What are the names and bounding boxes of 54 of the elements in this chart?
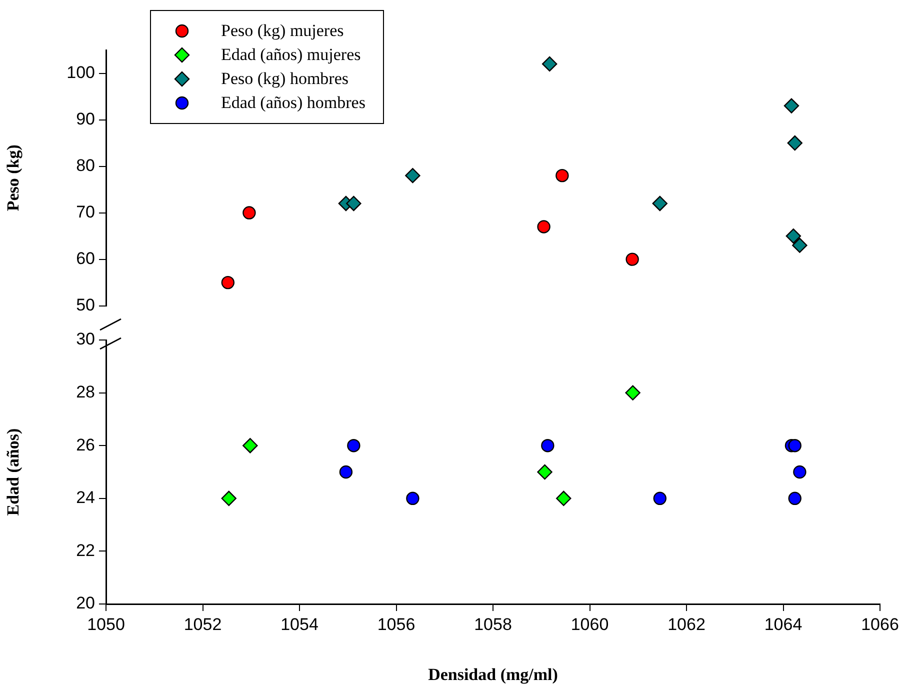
- x-tick-label: 1058: [474, 614, 512, 634]
- y-axis-title: Peso (kg): [4, 144, 23, 212]
- point: [786, 228, 802, 244]
- point: [792, 238, 808, 253]
- point: [556, 490, 572, 506]
- point: [788, 492, 802, 505]
- x-tick-label: 1054: [280, 614, 318, 634]
- y-tick-label: 50: [76, 295, 95, 314]
- point: [242, 206, 256, 220]
- point: [221, 276, 235, 290]
- x-tick-label: 1052: [184, 614, 222, 634]
- point: [537, 464, 552, 480]
- point: [346, 196, 362, 212]
- x-tick-label: 1062: [668, 614, 706, 634]
- y-tick-label: 90: [76, 109, 95, 128]
- x-tick-label: 1056: [377, 614, 416, 634]
- point: [625, 385, 640, 400]
- y-axis-title: Edad (años): [4, 428, 23, 516]
- x-tick-label: 1050: [87, 614, 125, 634]
- point: [537, 220, 550, 234]
- point: [542, 56, 558, 72]
- point: [556, 168, 569, 182]
- x-axis-title: Densidad (mg/ml): [428, 665, 558, 684]
- legend-label: Peso (kg) hombres: [221, 69, 348, 89]
- point: [626, 252, 639, 266]
- point: [347, 439, 360, 452]
- point: [406, 492, 420, 505]
- point: [339, 465, 353, 479]
- legend-label: Peso (kg) mujeres: [221, 21, 344, 41]
- point: [793, 465, 806, 479]
- x-tick-label: 1060: [570, 614, 609, 634]
- point: [653, 492, 666, 505]
- point: [221, 490, 236, 506]
- y-tick-label: 30: [76, 330, 95, 349]
- point: [784, 98, 800, 114]
- point: [652, 196, 668, 212]
- x-tick-label: 1064: [764, 614, 802, 634]
- y-tick-label: 24: [76, 488, 95, 508]
- y-tick-label: 70: [76, 202, 95, 222]
- legend-label: Edad (años) mujeres: [221, 45, 361, 65]
- y-tick-label: 22: [76, 540, 95, 560]
- point: [787, 135, 802, 151]
- y-tick-label: 26: [76, 435, 95, 454]
- legend-label: Edad (años) hombres: [221, 93, 366, 113]
- point: [405, 168, 420, 184]
- point: [541, 439, 554, 452]
- y-tick-label: 28: [76, 382, 95, 402]
- point: [788, 439, 802, 452]
- y-tick-label: 100: [66, 62, 95, 82]
- point: [242, 438, 258, 454]
- y-tick-label: 80: [76, 156, 95, 175]
- y-tick-label: 60: [76, 248, 95, 268]
- x-tick-label: 1066: [861, 614, 899, 634]
- y-tick-label: 20: [76, 594, 95, 613]
